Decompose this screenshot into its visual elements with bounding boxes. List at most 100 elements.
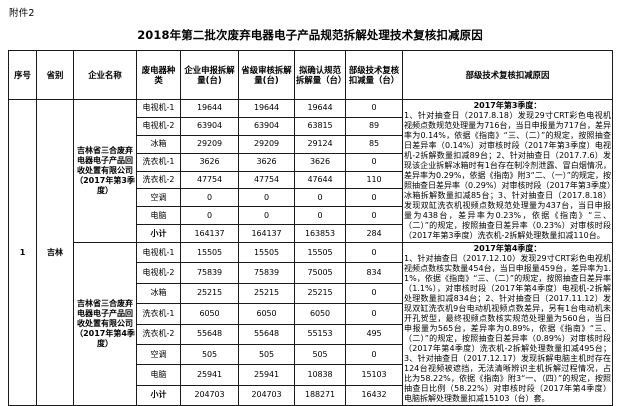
cell-declared-volume: 19644 bbox=[180, 99, 239, 118]
cell-appliance-type: 冰箱 bbox=[136, 134, 181, 154]
cell-confirmed-volume: 29124 bbox=[294, 134, 346, 154]
cell-deduction-volume: 15103 bbox=[345, 364, 403, 386]
cell-deduction-volume: 284 bbox=[345, 224, 403, 243]
table-row: 洗衣机-1 6050 6050 6050 0 bbox=[9, 303, 613, 325]
cell-confirmed-volume: 63815 bbox=[294, 116, 346, 136]
cell-declared-volume: 25941 bbox=[180, 364, 239, 386]
cell-declared-volume: 15505 bbox=[180, 241, 239, 264]
cell-declared-volume: 55648 bbox=[180, 323, 239, 345]
page-title: 2018年第二批次废弃电器电子产品规范拆解处理技术复核扣减原因 bbox=[137, 28, 483, 42]
cell-provincial-volume: 25215 bbox=[238, 282, 295, 305]
cell-declared-volume: 164137 bbox=[180, 224, 239, 243]
cell-appliance-type: 空调 bbox=[136, 188, 181, 208]
cell-confirmed-volume: 19644 bbox=[294, 99, 346, 118]
col-header-seq: 序号 bbox=[8, 50, 37, 100]
cell-deduction-reason: 2017年第3季度： 1、针对抽查日（2017.8.18）发现29寸CRT彩色电… bbox=[402, 99, 613, 243]
reason-text: 1、针对抽查日（2017.8.18）发现29寸CRT彩色电视机视频点数规范处理量… bbox=[404, 111, 611, 240]
reason-text: 1、针对抽查日（2017.12.10）发现29寸CRT彩色电视机视频点数核实数量… bbox=[404, 254, 611, 403]
deduction-reason-table: 序号 省别 企业名称 废电器种类 企业申报拆解量(台) 省级审核拆解量(台) 拟… bbox=[8, 50, 613, 406]
cell-confirmed-volume: 10838 bbox=[294, 364, 346, 386]
table-body: 1 吉林 吉林省三合废弃电器电子产品回收处置有限公司（2017年第3季度） 电视… bbox=[8, 99, 613, 406]
cell-provincial-volume: 505 bbox=[238, 343, 295, 366]
cell-declared-volume: 0 bbox=[180, 206, 239, 226]
cell-confirmed-volume: 25215 bbox=[294, 282, 346, 305]
cell-appliance-type: 电视机-1 bbox=[136, 241, 181, 264]
table-row: 吉林省三合废弃电器电子产品回收处置有限公司（2017年第4季度） 电视机-1 1… bbox=[9, 241, 613, 406]
table-row: 空调 0 0 0 0 bbox=[9, 188, 613, 208]
cell-provincial-volume: 15505 bbox=[238, 241, 295, 264]
col-header-declared-volume: 企业申报拆解量(台) bbox=[180, 50, 239, 100]
cell-deduction-volume: 0 bbox=[345, 99, 403, 118]
cell-deduction-volume: 0 bbox=[345, 206, 403, 226]
col-header-appliance-type: 废电器种类 bbox=[136, 50, 181, 100]
cell-deduction-volume: 110 bbox=[345, 170, 403, 190]
cell-declared-volume: 47754 bbox=[180, 170, 239, 190]
cell-confirmed-volume: 0 bbox=[294, 206, 346, 226]
cell-deduction-volume: 0 bbox=[345, 188, 403, 208]
cell-deduction-volume: 0 bbox=[345, 282, 403, 305]
cell-appliance-type: 冰箱 bbox=[136, 282, 181, 305]
cell-appliance-type: 洗衣机-1 bbox=[136, 303, 181, 325]
cell-provincial-volume: 204703 bbox=[238, 384, 295, 406]
cell-declared-volume: 6050 bbox=[180, 303, 239, 325]
cell-provincial-volume: 47754 bbox=[238, 170, 295, 190]
cell-company: 吉林省三合废弃电器电子产品回收处置有限公司（2017年第4季度） bbox=[73, 242, 137, 406]
cell-confirmed-volume: 15505 bbox=[294, 241, 346, 264]
cell-provincial-volume: 164137 bbox=[238, 224, 295, 243]
cell-declared-volume: 505 bbox=[180, 343, 239, 366]
cell-subtotal-label: 小计 bbox=[136, 384, 181, 406]
cell-confirmed-volume: 163853 bbox=[294, 224, 346, 243]
cell-declared-volume: 3626 bbox=[180, 152, 239, 172]
cell-company: 吉林省三合废弃电器电子产品回收处置有限公司（2017年第3季度） bbox=[73, 99, 137, 243]
cell-provincial-volume: 63904 bbox=[238, 116, 295, 136]
cell-provincial-volume: 3626 bbox=[238, 152, 295, 172]
cell-appliance-type: 电视机-2 bbox=[136, 116, 181, 136]
col-header-deduction-reason: 部级技术复核扣减原因 bbox=[402, 50, 613, 100]
cell-declared-volume: 63904 bbox=[180, 116, 239, 136]
table-header-row: 序号 省别 企业名称 废电器种类 企业申报拆解量(台) 省级审核拆解量(台) 拟… bbox=[8, 50, 613, 100]
cell-deduction-volume: 0 bbox=[345, 241, 403, 264]
cell-appliance-type: 洗衣机-1 bbox=[136, 152, 181, 172]
cell-deduction-volume: 0 bbox=[345, 343, 403, 366]
cell-confirmed-volume: 0 bbox=[294, 188, 346, 208]
cell-deduction-volume: 85 bbox=[345, 134, 403, 154]
cell-provincial-volume: 0 bbox=[238, 188, 295, 208]
cell-province: 吉林 bbox=[36, 99, 74, 406]
cell-deduction-volume: 0 bbox=[345, 152, 403, 172]
cell-deduction-volume: 834 bbox=[345, 262, 403, 284]
cell-provincial-volume: 55648 bbox=[238, 323, 295, 345]
cell-confirmed-volume: 75005 bbox=[294, 262, 346, 284]
cell-deduction-volume: 0 bbox=[345, 303, 403, 325]
col-header-confirmed-volume: 拟确认规范拆解量（台） bbox=[294, 50, 346, 100]
cell-provincial-volume: 19644 bbox=[238, 99, 295, 118]
cell-declared-volume: 0 bbox=[180, 188, 239, 208]
table-row: 1 吉林 吉林省三合废弃电器电子产品回收处置有限公司（2017年第3季度） 电视… bbox=[8, 99, 613, 406]
cell-confirmed-volume: 3626 bbox=[294, 152, 346, 172]
cell-seq: 1 bbox=[8, 99, 37, 406]
col-header-province: 省别 bbox=[36, 50, 74, 100]
cell-appliance-type: 电视机-2 bbox=[136, 262, 181, 284]
cell-provincial-volume: 75839 bbox=[238, 262, 295, 284]
cell-provincial-volume: 6050 bbox=[238, 303, 295, 325]
cell-deduction-volume: 495 bbox=[345, 323, 403, 345]
cell-provincial-volume: 25941 bbox=[238, 364, 295, 386]
cell-appliance-type: 电脑 bbox=[136, 206, 181, 226]
table-row: 电视机-2 75839 75839 75005 834 bbox=[9, 262, 613, 284]
cell-confirmed-volume: 505 bbox=[294, 343, 346, 366]
cell-appliance-type: 洗衣机-2 bbox=[136, 323, 181, 345]
cell-appliance-type: 电视机-1 bbox=[136, 99, 181, 118]
col-header-company: 企业名称 bbox=[73, 50, 137, 100]
cell-confirmed-volume: 55153 bbox=[294, 323, 346, 345]
cell-confirmed-volume: 6050 bbox=[294, 303, 346, 325]
cell-subtotal-label: 小计 bbox=[136, 224, 181, 243]
cell-declared-volume: 204703 bbox=[180, 384, 239, 406]
cell-declared-volume: 29209 bbox=[180, 134, 239, 154]
table-row: 电视机-2 63904 63904 63815 89 bbox=[9, 116, 613, 136]
cell-deduction-reason: 2017年第4季度： 1、针对抽查日（2017.12.10）发现29寸CRT彩色… bbox=[402, 242, 613, 406]
cell-provincial-volume: 0 bbox=[238, 206, 295, 226]
cell-declared-volume: 25215 bbox=[180, 282, 239, 305]
table-row-subtotal: 小计 164137 164137 163853 284 bbox=[9, 224, 613, 243]
table-header: 序号 省别 企业名称 废电器种类 企业申报拆解量(台) 省级审核拆解量(台) 拟… bbox=[8, 50, 613, 100]
reason-title: 2017年第4季度： bbox=[473, 244, 542, 253]
